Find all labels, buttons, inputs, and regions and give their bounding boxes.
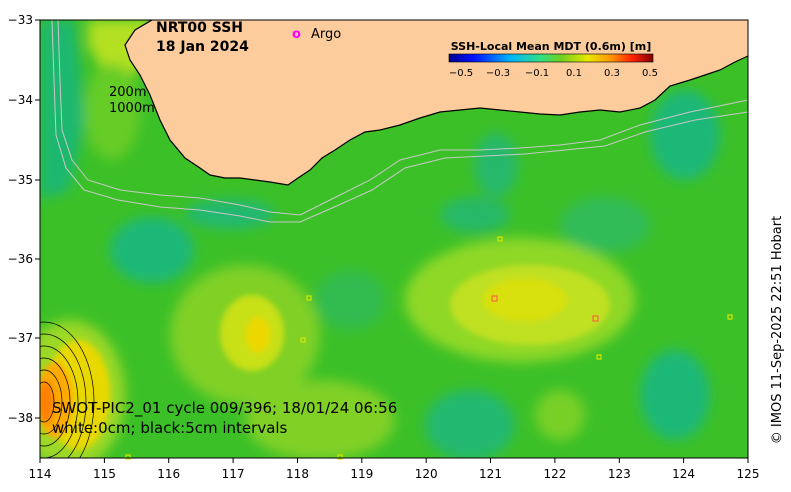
y-tick-label: −36 [8,252,33,266]
swot-pass-label: SWOT-PIC2_01 cycle 009/396; 18/01/24 06:… [52,399,397,418]
x-tick-label: 124 [672,467,695,481]
imos-credit: © IMOS 11-Sep-2025 22:51 Hobart [770,216,785,444]
coastline [124,20,748,186]
x-tick-label: 119 [350,467,373,481]
argo-marker[interactable] [497,236,503,242]
x-tick-label: 121 [479,467,502,481]
bathymetry-contours [51,20,748,223]
colorbar-title: SSH-Local Mean MDT (0.6m) [m] [451,40,651,53]
x-tick-label: 116 [157,467,180,481]
y-tick-label: −35 [8,173,33,187]
x-tick-label: 123 [608,467,631,481]
x-tick-label: 118 [286,467,309,481]
argo-marker[interactable] [337,454,343,460]
argo-marker[interactable] [300,337,306,343]
colorbar-tick: 0.1 [566,68,582,79]
colorbar-tick: −0.3 [486,68,510,79]
argo-marker[interactable] [596,354,602,360]
colorbar-tick: −0.1 [525,68,549,79]
swot-contours [40,321,95,458]
map-title: NRT00 SSH [156,20,243,36]
colorbar-gradient [448,53,654,63]
depth-label-1000m: 1000m [109,101,155,116]
swot-contour-legend: white:0cm; black:5cm intervals [52,419,288,437]
x-tick-label: 117 [222,467,245,481]
x-tick-label: 114 [29,467,52,481]
map-date: 18 Jan 2024 [156,39,249,55]
argo-marker[interactable] [125,454,131,460]
y-tick-label: −37 [8,331,33,345]
x-tick-label: 115 [93,467,116,481]
argo-legend-icon: o [292,27,301,42]
argo-floats-red [491,295,599,322]
x-tick-label: 125 [737,467,760,481]
x-tick-label: 122 [543,467,566,481]
x-tick-label: 120 [415,467,438,481]
plot-frame [39,19,749,459]
y-axis [35,19,40,419]
colorbar-tick: 0.3 [604,68,620,79]
colorbar-tick: 0.5 [642,68,658,79]
argo-legend-label: Argo [311,27,341,42]
colorbar-tick: −0.5 [449,68,473,79]
y-tick-label: −33 [8,13,33,27]
depth-label-200m: 200m [109,85,146,100]
argo-marker[interactable] [727,314,733,320]
y-tick-label: −38 [8,411,33,425]
argo-floats [125,236,733,460]
argo-marker[interactable] [306,295,312,301]
y-tick-label: −34 [8,93,33,107]
colorbar: SSH-Local Mean MDT (0.6m) [m] −0.5 −0.3 … [448,40,658,79]
x-axis [39,458,749,463]
